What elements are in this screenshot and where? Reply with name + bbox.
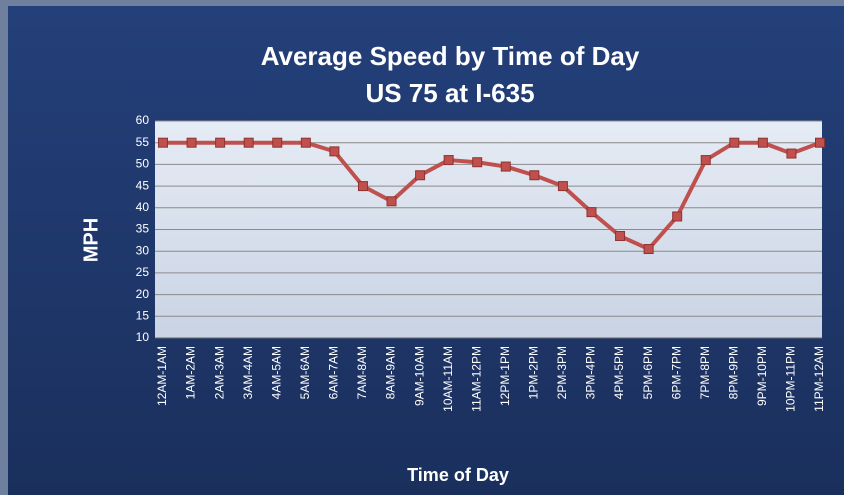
- data-point: [272, 137, 283, 148]
- x-tick-label: 11AM-12PM: [469, 346, 483, 412]
- x-tick-label: 11PM-12AM: [812, 346, 826, 412]
- x-tick-label: 1PM-2PM: [527, 346, 541, 399]
- data-point: [158, 137, 168, 148]
- y-tick-label: 45: [136, 178, 150, 192]
- data-point: [729, 137, 740, 148]
- x-tick-label: 4PM-5PM: [612, 346, 626, 399]
- data-point: [415, 170, 426, 181]
- x-tick-label: 2PM-3PM: [555, 346, 569, 399]
- x-axis-label: Time of Day: [407, 465, 509, 485]
- x-tick-label: 8AM-9AM: [384, 346, 398, 399]
- y-tick-label: 30: [136, 243, 150, 257]
- y-tick-label: 35: [136, 222, 150, 236]
- data-point: [500, 161, 511, 172]
- data-point: [615, 231, 626, 242]
- x-tick-label: 7AM-8AM: [355, 346, 369, 399]
- x-tick-label: 12AM-1AM: [155, 346, 169, 406]
- chart-subtitle: US 75 at I-635: [365, 78, 534, 108]
- x-tick-label: 3AM-4AM: [241, 346, 255, 399]
- data-point: [586, 207, 597, 218]
- data-point: [700, 155, 711, 166]
- data-point: [215, 137, 226, 148]
- data-point: [757, 137, 768, 148]
- y-tick-label: 25: [136, 265, 150, 279]
- x-tick-label: 12PM-1PM: [498, 346, 512, 406]
- x-tick-label: 9AM-10AM: [412, 346, 426, 406]
- data-point: [643, 244, 654, 255]
- data-point: [186, 137, 197, 148]
- data-point: [443, 155, 454, 166]
- y-tick-label: 60: [136, 113, 150, 127]
- data-point: [815, 137, 825, 148]
- y-tick-label: 55: [136, 135, 150, 149]
- x-tick-label: 10PM-11PM: [784, 346, 798, 412]
- data-point: [329, 146, 340, 157]
- y-tick-label: 40: [136, 200, 150, 214]
- data-point: [357, 181, 368, 192]
- x-tick-label: 4AM-5AM: [269, 346, 283, 399]
- y-tick-label: 10: [136, 330, 150, 344]
- y-tick-label: 20: [136, 287, 150, 301]
- x-tick-label: 2AM-3AM: [212, 346, 226, 399]
- data-point: [386, 196, 397, 207]
- y-axis-label: MPH: [80, 218, 102, 262]
- x-tick-label: 6PM-7PM: [669, 346, 683, 399]
- x-tick-label: 5PM-6PM: [641, 346, 655, 399]
- x-tick-label: 3PM-4PM: [584, 346, 598, 399]
- chart-title: Average Speed by Time of Day: [261, 41, 640, 71]
- x-tick-label: 1AM-2AM: [184, 346, 198, 399]
- data-point: [472, 157, 483, 168]
- data-point: [300, 137, 311, 148]
- x-tick-label: 6AM-7AM: [327, 346, 341, 399]
- x-tick-label: 5AM-6AM: [298, 346, 312, 399]
- x-tick-label: 7PM-8PM: [698, 346, 712, 399]
- data-point: [557, 181, 568, 192]
- x-tick-label: 9PM-10PM: [755, 346, 769, 406]
- data-point: [243, 137, 254, 148]
- y-tick-label: 50: [136, 157, 150, 171]
- data-point: [672, 211, 683, 222]
- data-point: [529, 170, 540, 181]
- x-tick-label: 10AM-11AM: [441, 346, 455, 412]
- y-tick-label: 15: [136, 308, 150, 322]
- x-tick-label: 8PM-9PM: [726, 346, 740, 399]
- data-point: [786, 148, 797, 159]
